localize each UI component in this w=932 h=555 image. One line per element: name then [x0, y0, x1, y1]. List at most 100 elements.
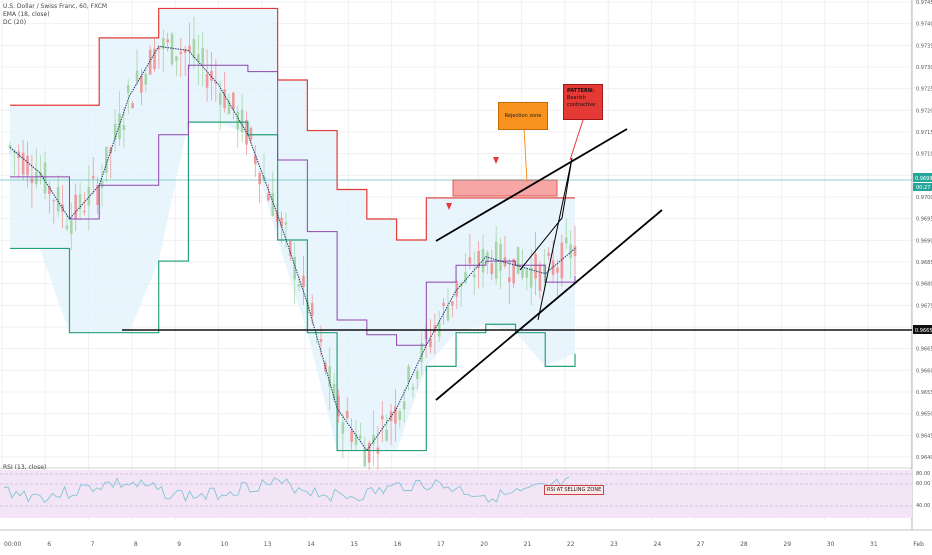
candle-body [105, 146, 108, 173]
chart-legend: U.S. Dollar / Swiss Franc, 60, FXCM EMA … [3, 3, 107, 27]
x-tick-label: 28 [740, 541, 748, 548]
candle-body [380, 415, 384, 420]
candle-body [341, 422, 345, 434]
x-tick-label: 16 [394, 541, 402, 548]
y-tick-label: 0.97350 [916, 43, 932, 49]
rsi-line [3, 476, 570, 503]
candle-body [442, 302, 445, 307]
candle-body [551, 260, 555, 275]
candle-body [372, 434, 375, 444]
y-tick-label: 0.96750 [916, 303, 932, 309]
candle-body [529, 267, 533, 288]
candle-body [451, 301, 454, 306]
candle-body [337, 395, 340, 417]
candle-body [223, 89, 226, 109]
rsi-tick-label: 60.00 [916, 481, 930, 487]
current-time-tag [913, 183, 932, 191]
candle-body [289, 240, 292, 256]
candle-body [43, 162, 47, 194]
candle-body [21, 152, 25, 175]
candle-body [464, 272, 467, 283]
candle-body [332, 384, 336, 400]
candle-body [113, 123, 117, 140]
candle-body [210, 70, 213, 81]
y-tick-label: 0.96550 [916, 390, 932, 396]
x-tick-label: 6 [47, 541, 51, 548]
mid-band-line [10, 64, 576, 346]
x-tick-label: 8 [134, 541, 138, 548]
candle-body [516, 247, 520, 274]
candle-body [477, 251, 480, 269]
rsi-note[interactable]: RSI AT SELLING ZONE [544, 485, 605, 495]
candle-body [297, 284, 301, 287]
y-tick-label: 0.97150 [916, 130, 932, 136]
candle-body [319, 338, 323, 343]
current-price-tag [913, 173, 932, 182]
y-tick-label: 0.97300 [916, 65, 932, 71]
candle-body [433, 325, 437, 333]
candle-body [402, 401, 406, 410]
candle-body [560, 242, 564, 279]
candle-body [188, 45, 191, 52]
y-tick-label: 0.96850 [916, 260, 932, 266]
pattern-sketch [519, 157, 573, 321]
candle-body [56, 186, 60, 212]
candle-body [280, 217, 283, 227]
rsi-tick-label: 40.00 [916, 503, 930, 509]
wedge-lower-trendline [435, 209, 663, 401]
candle-body [499, 244, 502, 271]
candle-body [26, 155, 29, 176]
x-tick-label: 20 [480, 541, 488, 548]
rejection-callout-line [523, 127, 528, 183]
candle-body [538, 264, 542, 291]
candle-body [48, 185, 51, 195]
x-tick-label: 14 [307, 541, 315, 548]
y-tick-label: 0.96900 [916, 238, 932, 244]
candle-body [486, 252, 489, 264]
candle-body [240, 109, 244, 133]
x-tick-label: 22 [567, 541, 575, 548]
candle-body [455, 281, 459, 297]
candle-body [293, 257, 296, 280]
x-tick-label: 00:00 [4, 541, 21, 548]
y-tick-label: 0.97200 [916, 108, 932, 114]
pattern-note[interactable]: PATTERN: Bearish contractive [563, 84, 603, 120]
pattern-body: Bearish contractive [567, 95, 596, 108]
legend-dc: DC (20) [3, 19, 27, 26]
rejection-zone-note[interactable]: Rejection zone [498, 102, 548, 130]
candle-body [324, 362, 327, 372]
upper-band-line [10, 7, 575, 241]
y-tick-label: 0.97400 [916, 22, 932, 28]
candle-body [161, 37, 165, 49]
candle-body [271, 193, 275, 216]
candle-body [13, 150, 16, 154]
x-tick-label: Feb [913, 541, 924, 548]
x-tick-label: 24 [654, 541, 662, 548]
candle-body [122, 125, 126, 130]
support-tag [913, 325, 932, 334]
candle-body [205, 73, 209, 88]
x-tick-label: 17 [437, 541, 445, 548]
rsi-legend: RSI (13, close) [3, 464, 47, 471]
candle-body [78, 194, 82, 210]
candle-body [214, 81, 218, 84]
candle-body [547, 253, 551, 256]
x-tick-label: 31 [870, 541, 878, 548]
pattern-title: PATTERN: [567, 88, 595, 94]
y-tick-label: 0.96950 [916, 217, 932, 223]
candle-body [573, 246, 577, 257]
candle-body [569, 244, 572, 259]
x-tick-label: 7 [91, 541, 95, 548]
x-tick-label: 10 [221, 541, 229, 548]
candle-body [472, 274, 476, 278]
candle-body [345, 410, 349, 419]
y-tick-label: 0.97250 [916, 87, 932, 93]
candle-body [153, 48, 156, 70]
candle-body [232, 92, 235, 110]
down-arrow-marker [493, 157, 499, 164]
candle-body [126, 84, 130, 93]
candle-body [367, 442, 371, 463]
legend-ema: EMA (18, close) [3, 11, 50, 18]
